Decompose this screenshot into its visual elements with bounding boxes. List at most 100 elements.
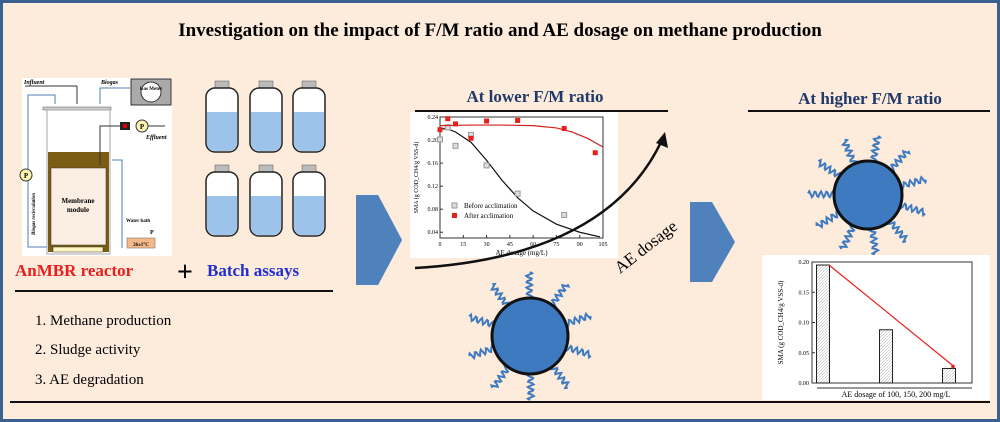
arrow-head-icon	[951, 364, 955, 369]
vial-cap	[258, 80, 274, 89]
x-tick-label: 15	[460, 242, 466, 248]
data-point	[514, 190, 521, 197]
x-tick-label: 90	[577, 242, 583, 248]
y-tick-label: 0.10	[799, 321, 810, 327]
lower-fm-heading: At lower F/M ratio	[466, 87, 603, 106]
data-point	[452, 142, 459, 149]
y-tick-label: 0.20	[799, 260, 810, 266]
x-tick-label: 75	[553, 242, 559, 248]
filament	[489, 282, 511, 307]
sma-bar-chart: 0.00 0.05 0.10 0.15 0.20 AE dosage of 100, 15…	[777, 260, 973, 399]
data-point	[561, 126, 567, 132]
legend-label: Before acclimation	[464, 202, 518, 210]
y-tick-label: 0.15	[799, 290, 810, 296]
filament	[817, 158, 842, 178]
filament	[867, 227, 881, 256]
svg-text:Biogas: Biogas	[100, 80, 119, 86]
vial-cap	[301, 80, 317, 89]
y-tick-label: 0.12	[428, 184, 439, 190]
data-point	[453, 121, 459, 127]
list-item: 1. Methane production	[35, 313, 172, 329]
data-point	[515, 117, 521, 123]
sludge-particle-high	[807, 135, 927, 256]
vial-liquid	[207, 112, 237, 151]
plus-sign: +	[177, 257, 193, 288]
bar	[879, 329, 893, 384]
x-axis-label: AE dosage (mg/L)	[495, 249, 548, 257]
anmbr-reactor-schematic: Gas Meter Influent Biogas Membrane modul…	[19, 78, 172, 256]
vial-cap	[301, 164, 317, 173]
title: Investigation on the impact of F/M ratio…	[178, 20, 822, 41]
filament	[900, 175, 927, 191]
x-tick-label: 0	[439, 242, 442, 248]
vial-liquid	[294, 112, 324, 151]
svg-text:P: P	[140, 123, 145, 131]
svg-text:Effluent: Effluent	[145, 135, 167, 141]
svg-text:26±1°C: 26±1°C	[133, 243, 149, 248]
vial-cap	[214, 164, 230, 173]
vial-cap	[214, 80, 230, 89]
vial-liquid	[251, 112, 281, 151]
y-tick-label: 0.05	[799, 351, 810, 357]
filament	[489, 365, 510, 389]
svg-text:P: P	[150, 230, 154, 236]
fit-curve	[439, 127, 601, 238]
anmbr-label: AnMBR reactor	[15, 261, 134, 280]
batch-label: Batch assays	[207, 261, 299, 280]
filament	[550, 283, 571, 307]
filament	[840, 138, 859, 165]
svg-text:Water bath: Water bath	[126, 219, 150, 224]
legend-label: After acclimation	[464, 212, 514, 220]
x-tick-label: 30	[484, 242, 490, 248]
vial-liquid	[294, 196, 324, 235]
svg-text:Biogas recirculation: Biogas recirculation	[32, 193, 37, 236]
data-point	[437, 136, 443, 143]
plot-area	[439, 116, 604, 239]
y-tick-label: 0.24	[428, 115, 439, 121]
data-point	[483, 162, 490, 169]
arrow-head-icon	[656, 132, 668, 148]
sludge-particle-low	[468, 271, 592, 401]
filament	[838, 224, 856, 250]
legend-marker	[452, 213, 457, 218]
data-point	[561, 211, 568, 218]
data-point	[444, 124, 451, 131]
data-point	[445, 116, 451, 122]
batch-assay-vials	[205, 80, 326, 237]
filament	[549, 365, 571, 390]
particle-core	[832, 159, 904, 231]
y-tick-label: 0.16	[428, 161, 439, 167]
filament	[565, 311, 592, 329]
y-tick-label: 0.08	[428, 207, 439, 213]
arrow-right-icon	[690, 202, 735, 282]
filament	[468, 312, 495, 328]
vial-cap	[258, 164, 274, 173]
svg-text:P: P	[24, 172, 29, 180]
filament	[886, 220, 909, 244]
y-tick-label: 0.04	[428, 230, 439, 236]
higher-fm-heading: At higher F/M ratio	[798, 89, 942, 108]
data-point	[468, 135, 474, 141]
list-item: 3. AE degradation	[35, 372, 144, 388]
svg-text:module: module	[67, 206, 89, 214]
legend-marker	[451, 202, 458, 209]
filament	[524, 271, 535, 299]
svg-text:Gas Meter: Gas Meter	[140, 87, 163, 92]
data-point	[484, 118, 490, 124]
svg-text:Membrane: Membrane	[61, 197, 94, 205]
bar	[816, 264, 830, 384]
bar	[942, 367, 956, 384]
filament	[869, 135, 883, 163]
x-tick-label: 105	[599, 242, 608, 248]
filament	[525, 373, 536, 401]
y-axis-label: SMA (g COD_CH4/g VSS-d)	[777, 280, 785, 364]
ae-dosage-arrow	[414, 139, 664, 270]
trend-arrow	[828, 264, 955, 367]
filament	[565, 344, 592, 360]
list-item: 2. Sludge activity	[35, 342, 141, 358]
chart-bg	[410, 112, 618, 258]
filament	[807, 189, 835, 200]
x-axis-label: AE dosage of 100, 150, 200 mg/L	[842, 390, 951, 399]
particle-core	[490, 296, 570, 376]
